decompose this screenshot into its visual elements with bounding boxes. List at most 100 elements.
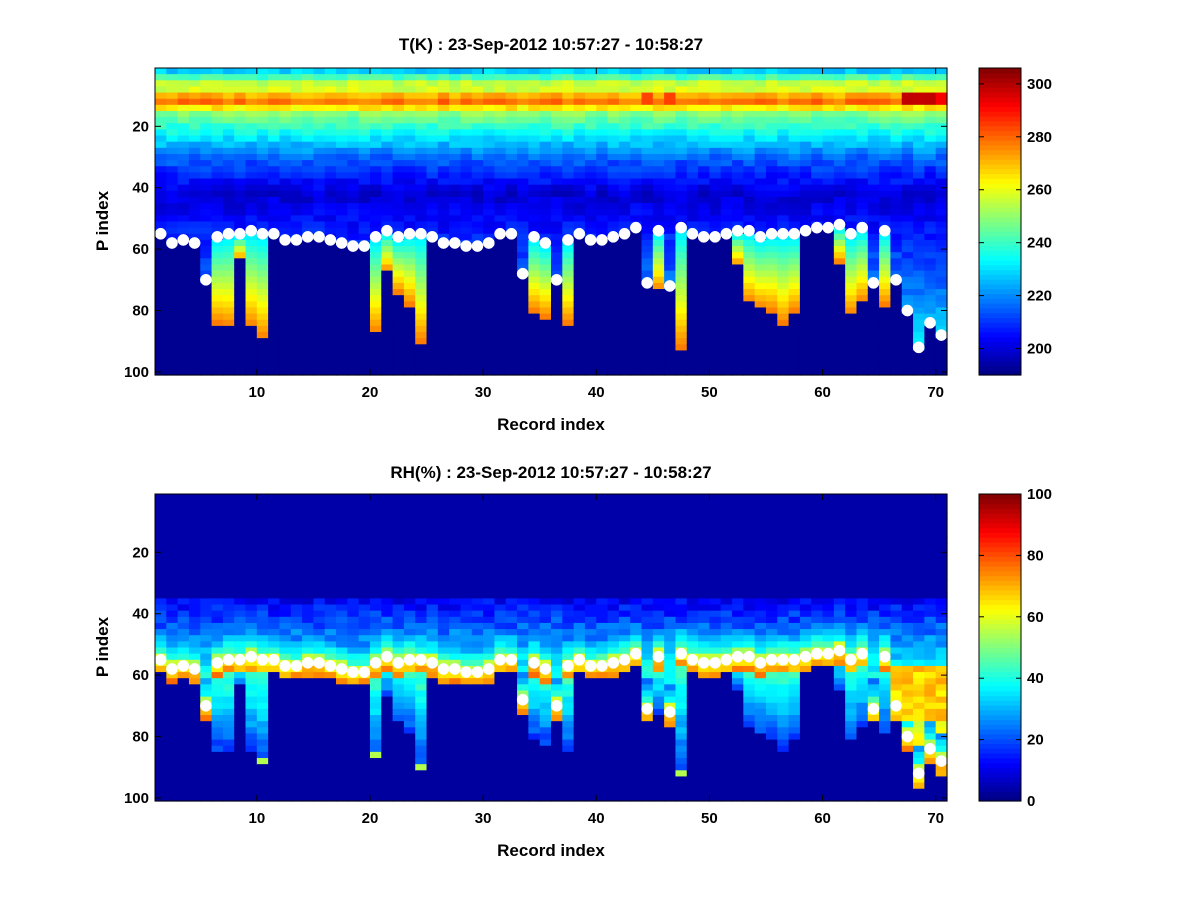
heatmap-cell xyxy=(494,172,507,180)
heatmap-cell xyxy=(245,196,258,204)
heatmap-cell xyxy=(279,325,292,333)
heatmap-cell xyxy=(245,190,258,198)
heatmap-cell xyxy=(403,92,416,100)
heatmap-cell xyxy=(200,264,213,272)
heatmap-cell xyxy=(856,325,869,333)
heatmap-cell xyxy=(811,252,824,259)
heatmap-cell xyxy=(505,209,518,216)
heatmap-cell xyxy=(358,135,371,143)
colorbar-tick-label: 280 xyxy=(1027,129,1052,146)
heatmap-cell xyxy=(618,68,631,75)
heatmap-cell xyxy=(268,543,281,550)
heatmap-cell xyxy=(234,92,247,100)
heatmap-cell xyxy=(302,117,314,124)
heatmap-cell xyxy=(517,319,529,327)
heatmap-cell xyxy=(765,239,778,247)
heatmap-cell xyxy=(799,110,812,118)
heatmap-cell xyxy=(811,190,824,198)
heatmap-cell xyxy=(324,117,337,124)
heatmap-cell xyxy=(686,141,699,149)
heatmap-cell xyxy=(584,104,597,112)
heatmap-cell xyxy=(426,270,439,278)
heatmap-cell xyxy=(234,166,247,173)
heatmap-cell xyxy=(517,215,529,223)
heatmap-cell xyxy=(336,350,348,358)
heatmap-cell xyxy=(879,338,892,345)
heatmap-cell xyxy=(437,332,450,339)
heatmap-cell xyxy=(664,141,677,149)
heatmap-cell xyxy=(324,252,337,259)
heatmap-cell xyxy=(358,319,371,327)
heatmap-cell xyxy=(155,524,167,532)
heatmap-cell xyxy=(664,190,677,198)
heatmap-cell xyxy=(155,598,167,606)
heatmap-cell xyxy=(200,344,213,352)
heatmap-cell xyxy=(403,276,416,284)
heatmap-cell xyxy=(698,246,710,253)
heatmap-cell xyxy=(336,690,348,698)
heatmap-cell xyxy=(732,196,744,204)
heatmap-cell xyxy=(584,86,597,94)
heatmap-cell xyxy=(890,368,903,376)
heatmap-cell xyxy=(336,92,348,100)
heatmap-cell xyxy=(268,512,281,520)
heatmap-cell xyxy=(268,356,281,364)
heatmap-cell xyxy=(562,129,575,137)
heatmap-cell xyxy=(188,295,201,302)
heatmap-cell xyxy=(426,332,439,339)
heatmap-cell xyxy=(596,184,609,192)
heatmap-cell xyxy=(618,264,631,272)
heatmap-cell xyxy=(754,258,767,266)
heatmap-cell xyxy=(415,794,428,802)
heatmap-cell xyxy=(268,258,281,266)
heatmap-cell xyxy=(641,135,654,143)
heatmap-cell xyxy=(324,362,337,370)
heatmap-cell xyxy=(200,332,213,339)
heatmap-cell xyxy=(166,313,179,321)
heatmap-cell xyxy=(347,270,360,278)
heatmap-cell xyxy=(166,500,179,507)
heatmap-cell xyxy=(268,129,281,137)
heatmap-cell xyxy=(732,258,744,266)
heatmap-cell xyxy=(234,160,247,167)
heatmap-cell xyxy=(256,172,269,180)
heatmap-cell xyxy=(618,295,631,302)
heatmap-cell xyxy=(302,239,314,247)
heatmap-cell xyxy=(234,86,247,94)
heatmap-cell xyxy=(743,356,756,364)
heatmap-cell xyxy=(234,350,247,358)
heatmap-cell xyxy=(483,295,496,302)
heatmap-cell xyxy=(788,313,801,321)
heatmap-cell xyxy=(641,362,654,370)
heatmap-cell xyxy=(381,68,394,75)
heatmap-cell xyxy=(245,500,258,507)
heatmap-cell xyxy=(268,745,281,753)
heatmap-cell xyxy=(788,147,801,155)
heatmap-cell xyxy=(302,524,314,532)
heatmap-cell xyxy=(347,74,360,81)
heatmap-cell xyxy=(765,147,778,155)
heatmap-cell xyxy=(935,227,948,235)
heatmap-cell xyxy=(596,258,609,266)
heatmap-cell xyxy=(720,123,733,130)
heatmap-cell xyxy=(437,252,450,259)
colorbar-segment xyxy=(979,125,1021,131)
heatmap-cell xyxy=(505,153,518,161)
heatmap-cell xyxy=(155,147,167,155)
heatmap-cell xyxy=(324,604,337,612)
heatmap-cell xyxy=(799,307,812,315)
temperature-title: T(K) : 23-Sep-2012 10:57:27 - 10:58:27 xyxy=(399,35,703,54)
heatmap-cell xyxy=(222,721,235,728)
heatmap-cell xyxy=(471,258,484,266)
heatmap-cell xyxy=(369,622,382,630)
heatmap-cell xyxy=(924,135,937,143)
heatmap-cell xyxy=(698,147,710,155)
heatmap-cell xyxy=(336,295,348,302)
heatmap-cell xyxy=(437,696,450,704)
heatmap-cell xyxy=(901,362,914,370)
heatmap-cell xyxy=(426,264,439,272)
heatmap-cell xyxy=(879,282,892,290)
heatmap-cell xyxy=(188,252,201,259)
heatmap-cell xyxy=(222,190,235,198)
heatmap-cell xyxy=(369,788,382,796)
